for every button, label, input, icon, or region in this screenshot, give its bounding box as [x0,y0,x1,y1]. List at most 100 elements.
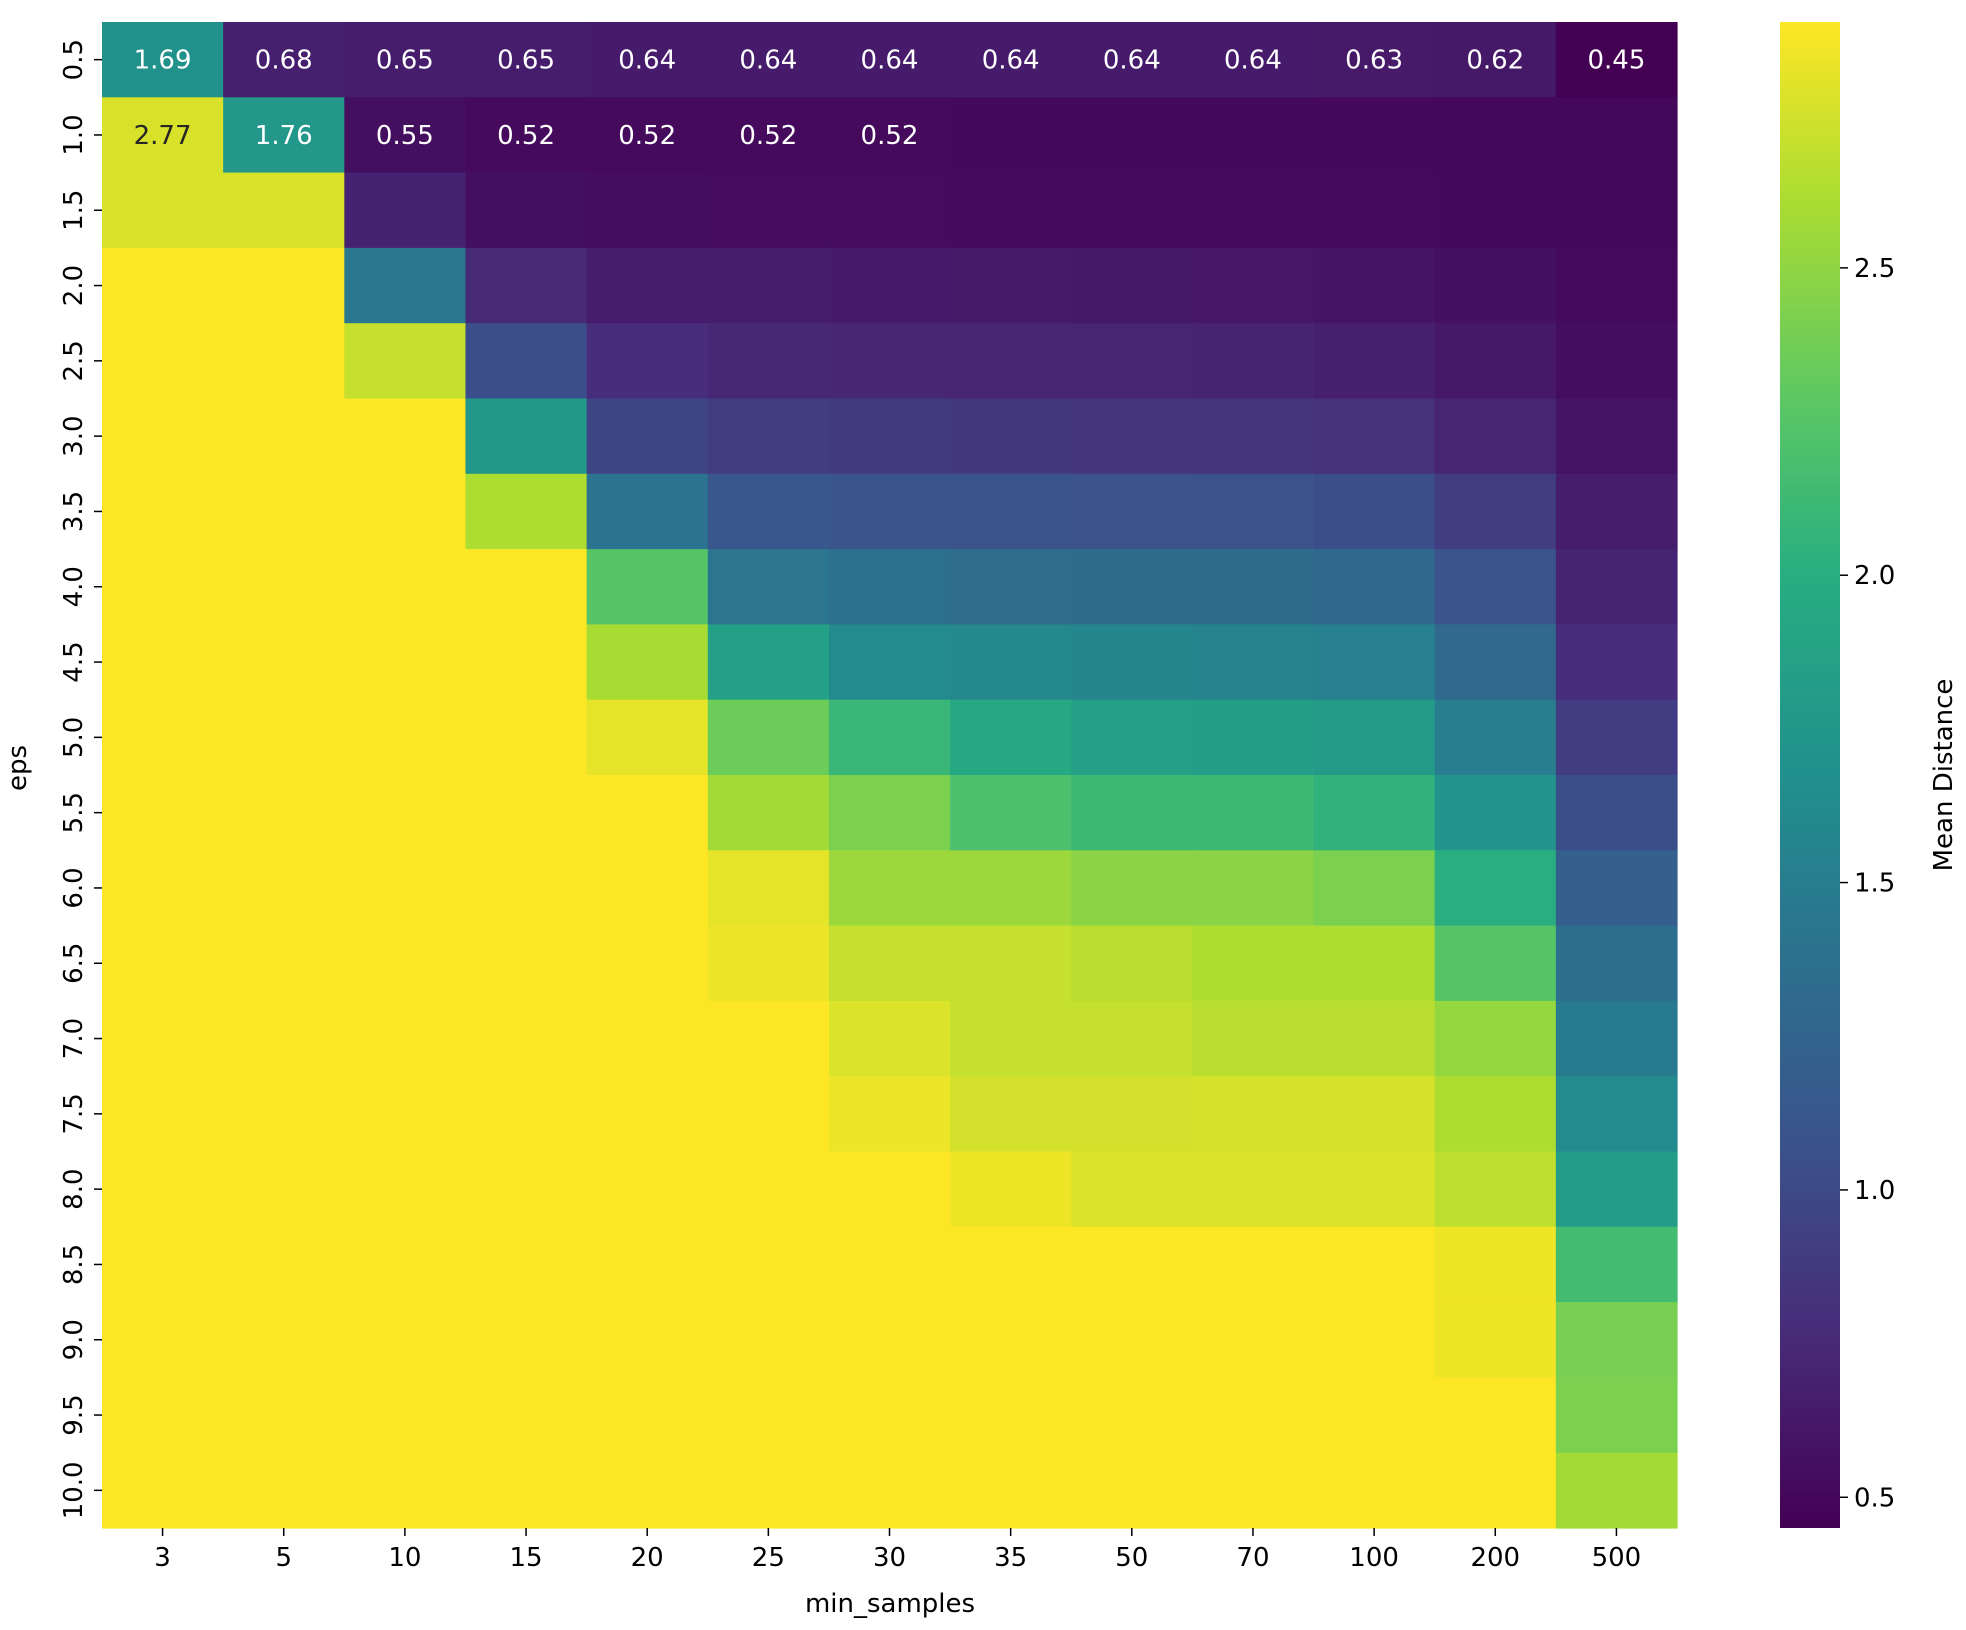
y-tick-label: 2.5 [59,340,89,381]
heatmap-cell [828,1377,951,1454]
heatmap-cell [465,97,588,174]
cell-annotation: 0.52 [739,121,797,151]
heatmap-cell [828,398,951,475]
heatmap-cell [1434,1377,1557,1454]
heatmap-cell [1313,1076,1436,1153]
heatmap-cell [1313,624,1436,701]
heatmap-cell [1313,850,1436,927]
colorbar-tick-label: 2.0 [1854,561,1895,591]
heatmap-cell [1071,1302,1193,1378]
heatmap-cell [102,1151,224,1228]
cell-annotation: 0.63 [1345,46,1403,76]
heatmap-cell [1434,699,1557,776]
heatmap-cell [1071,925,1193,1002]
heatmap-cell [1192,398,1315,475]
heatmap-cell [1071,699,1193,776]
heatmap-cell [1192,624,1315,701]
heatmap-cell [344,850,467,927]
heatmap-cell [707,549,830,625]
heatmap-cell [1313,1226,1436,1303]
heatmap-cell [586,97,709,174]
x-tick-label: 35 [994,1543,1027,1573]
heatmap-cell [465,925,588,1002]
heatmap-cell [1313,398,1436,475]
heatmap-cell [344,549,467,625]
heatmap-cell [1313,1377,1436,1454]
heatmap-cell [1313,1452,1436,1529]
heatmap-cell [707,775,830,851]
heatmap-cell [344,172,467,249]
heatmap-cell [1434,1000,1557,1077]
cell-annotation: 0.64 [739,46,797,76]
y-tick-label: 4.0 [59,566,89,607]
heatmap-cell [1192,775,1315,851]
heatmap-cell [1434,850,1557,927]
heatmap-cell [102,473,224,550]
heatmap-cell [1071,1452,1193,1529]
heatmap-cell [707,247,830,324]
heatmap-cell [223,624,345,701]
heatmap-cell [1313,549,1436,625]
heatmap-cell [707,1076,830,1153]
heatmap-cell [223,22,345,98]
heatmap-cell [344,398,467,475]
heatmap-cell [1192,549,1315,625]
heatmap-cell [828,1302,951,1378]
x-tick-label: 15 [509,1543,542,1573]
heatmap-cell [1555,1302,1678,1378]
heatmap-cell [465,247,588,324]
heatmap-cell [344,323,467,400]
x-tick-label: 200 [1470,1543,1520,1573]
cell-annotation: 0.52 [861,121,919,151]
heatmap-cell [828,22,951,98]
heatmap-cell [950,1076,1072,1153]
heatmap-cell [1434,1151,1557,1228]
heatmap-cell [828,473,951,550]
heatmap-cell [1192,247,1315,324]
heatmap-cell [586,850,709,927]
heatmap-cell [102,1302,224,1378]
heatmap-cell [1555,247,1678,324]
cell-annotation: 0.64 [1103,46,1161,76]
y-tick-label: 8.5 [59,1244,89,1285]
heatmap-cell [465,1302,588,1378]
heatmap-cell [1434,172,1557,249]
heatmap-cell [1434,473,1557,550]
heatmap-cell [707,1226,830,1303]
x-tick-label: 5 [275,1543,292,1573]
heatmap-cell [465,850,588,927]
heatmap-cell [1555,473,1678,550]
cell-annotation: 2.77 [134,121,192,151]
heatmap-cell [1192,22,1315,98]
cell-annotation: 0.65 [497,46,555,76]
heatmap-cell [102,549,224,625]
y-tick-label: 4.5 [59,641,89,682]
heatmap-cell [586,925,709,1002]
heatmap-cell [707,1000,830,1077]
heatmap-cell [707,1151,830,1228]
heatmap-cell [223,1076,345,1153]
heatmap-cell [950,925,1072,1002]
heatmap-cell [707,1377,830,1454]
y-tick-label: 5.5 [59,792,89,833]
heatmap-cell [102,1226,224,1303]
heatmap-cell [223,247,345,324]
heatmap-cell [950,850,1072,927]
heatmap-cell [465,1452,588,1529]
heatmap-cell [1555,398,1678,475]
cell-annotation: 0.65 [376,46,434,76]
heatmap-cell [1555,1151,1678,1228]
heatmap-cell [102,850,224,927]
heatmap-cell [1555,22,1678,98]
heatmap-cell [102,172,224,249]
heatmap-cell [102,1377,224,1454]
heatmap-cell [586,1151,709,1228]
heatmap-cell [102,1000,224,1077]
heatmap-cell [828,97,951,174]
heatmap-cell [344,925,467,1002]
heatmap-cell [102,925,224,1002]
heatmap-cell [1555,1226,1678,1303]
heatmap-cell [1434,1076,1557,1153]
y-tick-label: 10.0 [59,1461,89,1519]
heatmap-cell [707,850,830,927]
